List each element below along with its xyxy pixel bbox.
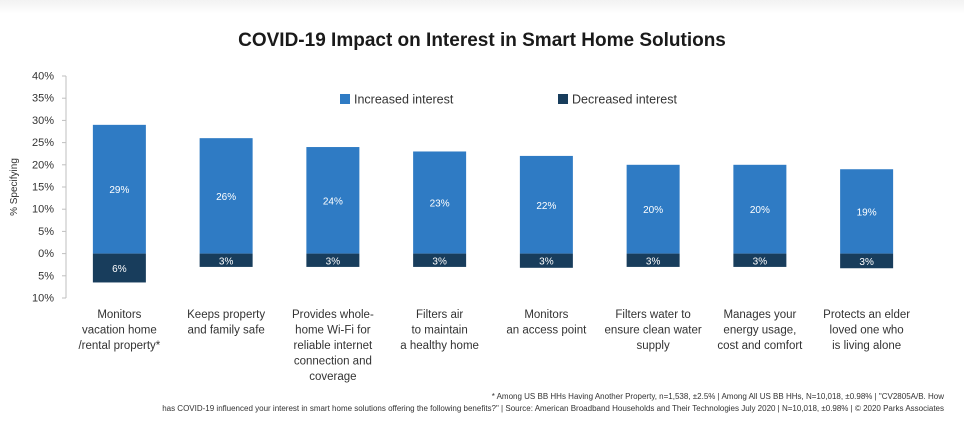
- data-label-decreased: 6%: [112, 264, 127, 275]
- chart-title: COVID-19 Impact on Interest in Smart Hom…: [238, 30, 726, 51]
- x-category-label: Filters water to: [615, 309, 690, 321]
- y-tick-label: 35%: [32, 93, 54, 105]
- legend-swatch: [558, 94, 568, 104]
- bar-decreased: [92, 253, 146, 283]
- bar-increased: [733, 164, 787, 254]
- bar-increased: [413, 151, 467, 254]
- bar-increased: [92, 124, 146, 254]
- bar-decreased: [413, 253, 467, 267]
- x-category-label: Filters air: [416, 309, 463, 321]
- data-label-decreased: 3%: [326, 256, 341, 267]
- x-category-label: Keeps property: [187, 309, 265, 321]
- footnote-line-2: has COVID-19 influenced your interest in…: [162, 404, 944, 413]
- x-category-label: Monitors: [97, 309, 141, 321]
- legend-swatch: [340, 94, 350, 104]
- y-tick-label: 5%: [38, 270, 54, 282]
- data-label-increased: 20%: [750, 205, 770, 216]
- data-label-increased: 24%: [323, 196, 343, 207]
- bar-increased: [519, 155, 573, 254]
- x-category-label: Monitors: [524, 309, 568, 321]
- data-label-increased: 19%: [857, 207, 877, 218]
- data-label-decreased: 3%: [859, 257, 874, 268]
- x-category-label: ensure clean water: [605, 325, 702, 337]
- x-category-label: cost and comfort: [717, 340, 803, 352]
- data-label-increased: 26%: [216, 192, 236, 203]
- y-tick-label: 15%: [32, 182, 54, 194]
- bar-decreased: [199, 253, 253, 267]
- x-category-label: and family safe: [187, 325, 264, 337]
- bar-decreased: [519, 253, 573, 268]
- x-category-label: Manages your: [723, 309, 796, 321]
- bar-increased: [306, 147, 360, 254]
- bar-decreased: [626, 253, 680, 267]
- x-category-label: loved one who: [830, 325, 904, 337]
- data-label-decreased: 3%: [646, 256, 661, 267]
- x-category-label: reliable internet: [294, 340, 373, 352]
- data-label-decreased: 3%: [753, 256, 768, 267]
- data-label-decreased: 3%: [432, 256, 447, 267]
- x-category-label: coverage: [309, 371, 356, 383]
- x-category-label: an access point: [506, 325, 587, 337]
- footnote-line-1: * Among US BB HHs Having Another Propert…: [491, 392, 944, 401]
- bar-increased: [199, 138, 253, 254]
- x-category-label: to maintain: [411, 325, 467, 337]
- x-category-label: Protects an elder: [823, 309, 910, 321]
- x-category-label: supply: [637, 340, 670, 352]
- x-category-label: connection and: [294, 356, 372, 368]
- data-label-increased: 22%: [536, 201, 556, 212]
- x-category-label: vacation home: [82, 325, 157, 337]
- bar-increased: [840, 169, 894, 254]
- x-category-label: home Wi-Fi for: [295, 325, 371, 337]
- x-category-label: Provides whole-: [292, 309, 374, 321]
- top-shade: [0, 0, 964, 14]
- y-tick-label: 40%: [32, 71, 54, 83]
- data-label-increased: 20%: [643, 205, 663, 216]
- y-tick-label: 10%: [32, 293, 54, 305]
- legend-label: Decreased interest: [572, 93, 677, 107]
- y-tick-label: 25%: [32, 137, 54, 149]
- y-tick-label: 20%: [32, 159, 54, 171]
- x-category-label: /rental property*: [78, 340, 160, 352]
- y-axis-label: % Specifying: [9, 158, 20, 216]
- data-label-decreased: 3%: [539, 257, 554, 268]
- y-tick-label: 5%: [38, 226, 54, 238]
- x-category-label: energy usage,: [723, 325, 796, 337]
- x-category-label: is living alone: [832, 340, 901, 352]
- x-category-label: a healthy home: [400, 340, 479, 352]
- y-tick-label: 10%: [32, 204, 54, 216]
- y-tick-label: 0%: [38, 248, 54, 260]
- data-label-increased: 23%: [430, 199, 450, 210]
- y-tick-label: 30%: [32, 115, 54, 127]
- legend-label: Increased interest: [354, 93, 454, 107]
- bar-increased: [626, 164, 680, 254]
- bar-decreased: [840, 253, 894, 269]
- bar-decreased: [733, 253, 787, 267]
- data-label-decreased: 3%: [219, 256, 234, 267]
- bar-decreased: [306, 253, 360, 267]
- data-label-increased: 29%: [109, 185, 129, 196]
